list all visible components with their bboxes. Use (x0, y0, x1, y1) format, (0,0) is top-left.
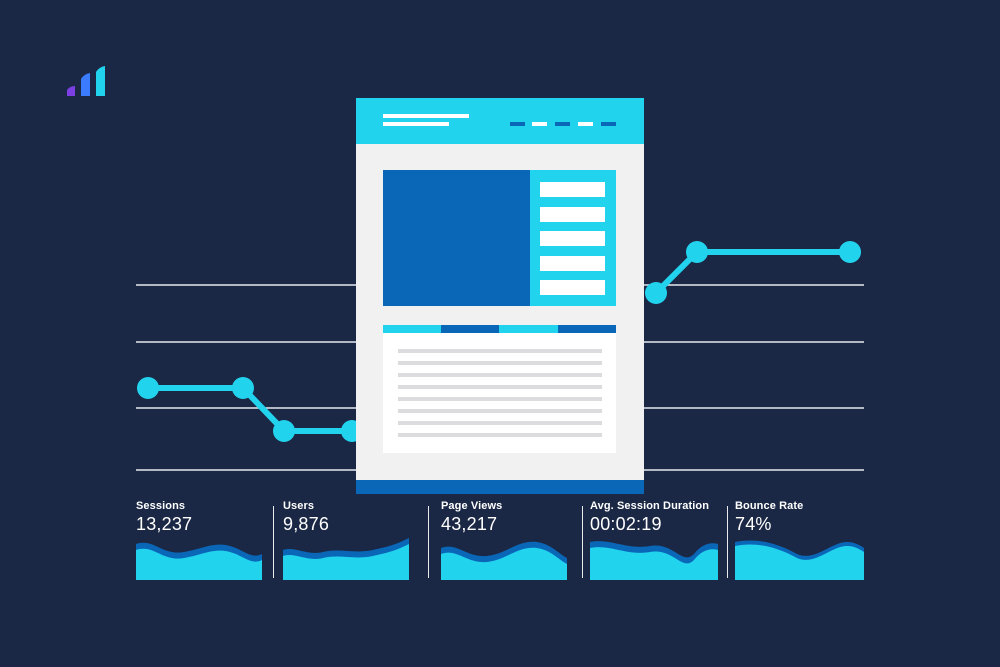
metric-avg-session-duration: Avg. Session Duration 00:02:19 (590, 500, 718, 580)
trend-line-left (148, 385, 352, 434)
divider (727, 506, 728, 578)
metric-label: Avg. Session Duration (590, 500, 710, 512)
metrics-row: Sessions 13,237 Users 9,876 Page Views 4… (136, 500, 864, 580)
metric-users: Users 9,876 (283, 500, 409, 580)
hero-image-block (383, 170, 530, 306)
metric-label: Users (283, 500, 315, 512)
metric-label: Page Views (441, 500, 503, 512)
metric-label: Bounce Rate (735, 500, 804, 512)
divider (273, 506, 274, 578)
sparkline-area-icon (735, 540, 864, 580)
metric-value: 00:02:19 (590, 514, 662, 534)
metric-value: 43,217 (441, 514, 498, 534)
sparkline-area-icon (590, 541, 718, 580)
sparkline-area-icon (136, 542, 262, 580)
page-header (356, 98, 644, 144)
divider (582, 506, 583, 578)
page-footer (356, 480, 644, 494)
sparkline-area-icon (283, 538, 409, 580)
sparkline-area-icon (441, 541, 567, 580)
trend-line-right (653, 249, 850, 296)
trend-point (273, 420, 295, 442)
trend-point (645, 282, 667, 304)
trend-point (137, 377, 159, 399)
webpage-wireframe-icon (356, 98, 644, 494)
bar-chart-logo-icon (67, 66, 105, 96)
metric-bounce-rate: Bounce Rate 74% (735, 500, 864, 580)
metric-sessions: Sessions 13,237 (136, 500, 262, 580)
metric-value: 9,876 (283, 514, 330, 534)
metric-value: 74% (735, 514, 772, 534)
divider (428, 506, 429, 578)
trend-point (232, 377, 254, 399)
metric-page-views: Page Views 43,217 (441, 500, 567, 580)
trend-point (839, 241, 861, 263)
metric-value: 13,237 (136, 514, 193, 534)
metric-label: Sessions (136, 500, 186, 512)
trend-point (686, 241, 708, 263)
